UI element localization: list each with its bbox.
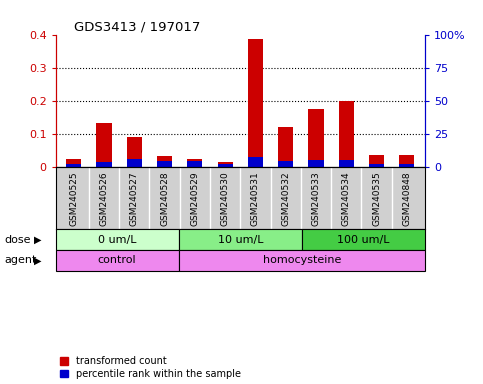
Text: GSM240535: GSM240535 bbox=[372, 171, 381, 225]
Legend: transformed count, percentile rank within the sample: transformed count, percentile rank withi… bbox=[60, 356, 241, 379]
Bar bbox=[97, 123, 112, 167]
Text: control: control bbox=[98, 255, 136, 265]
Text: GSM240526: GSM240526 bbox=[99, 171, 109, 225]
Bar bbox=[187, 161, 202, 167]
Text: GSM240528: GSM240528 bbox=[160, 171, 169, 225]
Bar bbox=[248, 38, 263, 167]
Text: ▶: ▶ bbox=[34, 255, 42, 265]
Bar bbox=[127, 137, 142, 167]
Bar bbox=[309, 160, 324, 167]
Bar bbox=[302, 229, 425, 250]
Text: GSM240531: GSM240531 bbox=[251, 171, 260, 225]
Bar bbox=[399, 154, 414, 167]
Bar bbox=[157, 156, 172, 167]
Bar bbox=[248, 157, 263, 167]
Bar bbox=[179, 229, 302, 250]
Text: GSM240848: GSM240848 bbox=[402, 171, 412, 225]
Text: 100 um/L: 100 um/L bbox=[337, 235, 390, 245]
Bar bbox=[127, 159, 142, 167]
Bar bbox=[339, 160, 354, 167]
Bar bbox=[217, 162, 233, 167]
Bar bbox=[339, 101, 354, 167]
Bar bbox=[278, 127, 293, 167]
Text: GSM240532: GSM240532 bbox=[281, 171, 290, 225]
Bar bbox=[217, 164, 233, 167]
Text: 0 um/L: 0 um/L bbox=[98, 235, 136, 245]
Text: GDS3413 / 197017: GDS3413 / 197017 bbox=[74, 20, 200, 33]
Bar bbox=[66, 164, 81, 167]
Bar bbox=[309, 109, 324, 167]
Text: agent: agent bbox=[5, 255, 37, 265]
Text: GSM240534: GSM240534 bbox=[342, 171, 351, 225]
Bar bbox=[278, 161, 293, 167]
Bar bbox=[399, 164, 414, 167]
Bar bbox=[179, 250, 425, 271]
Text: dose: dose bbox=[5, 235, 31, 245]
Text: GSM240533: GSM240533 bbox=[312, 171, 321, 225]
Text: homocysteine: homocysteine bbox=[263, 255, 341, 265]
Bar bbox=[56, 229, 179, 250]
Bar bbox=[97, 162, 112, 167]
Bar bbox=[56, 250, 179, 271]
Bar bbox=[369, 164, 384, 167]
Bar bbox=[369, 155, 384, 167]
Text: GSM240530: GSM240530 bbox=[221, 171, 229, 225]
Text: 10 um/L: 10 um/L bbox=[217, 235, 263, 245]
Text: GSM240525: GSM240525 bbox=[69, 171, 78, 225]
Bar bbox=[157, 161, 172, 167]
Text: ▶: ▶ bbox=[34, 235, 42, 245]
Text: GSM240529: GSM240529 bbox=[190, 171, 199, 225]
Bar bbox=[187, 159, 202, 167]
Text: GSM240527: GSM240527 bbox=[130, 171, 139, 225]
Bar bbox=[66, 159, 81, 167]
